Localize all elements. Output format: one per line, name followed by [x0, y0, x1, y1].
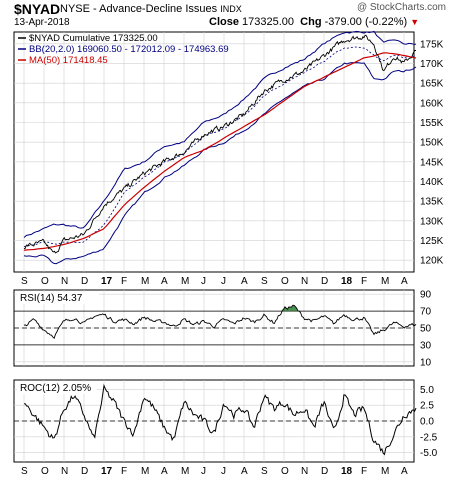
price-y-tick-label: 130K [420, 216, 444, 227]
roc-x-tick-label: A [161, 466, 168, 477]
roc-x-tick-label: J [221, 466, 226, 477]
price-x-tick-label: N [301, 276, 308, 287]
close-value: 173325.00 [242, 16, 295, 28]
roc-x-tick-label: N [61, 466, 68, 477]
roc-panel: 5.0 2.5 0.0 -2.5 -5.0 ROC(12) 2.05% [13, 379, 438, 463]
rsi-panel: 90 70 50 30 10 RSI(14) 54.37 [13, 289, 432, 368]
price-y-tick-label: 135K [420, 197, 444, 208]
price-y-tick-label: 140K [420, 177, 444, 188]
roc-x-tick-label: D [81, 466, 88, 477]
legend-entry: BB(20,2.0) 169060.50 - 172012.09 - 17496… [29, 44, 229, 55]
rsi-y-tick-label: 90 [420, 290, 432, 301]
roc-label: ROC(12) 2.05% [20, 383, 91, 394]
roc-x-tick-label: 18 [341, 466, 353, 477]
roc-y-tick-label: 2.5 [420, 401, 434, 412]
price-x-tick-label: A [401, 276, 408, 287]
price-x-tick-label: J [201, 276, 206, 287]
price-x-tick-label: O [281, 276, 289, 287]
roc-x-tick-label: M [381, 466, 389, 477]
close-label: Close [209, 16, 239, 28]
ma50-line [23, 52, 417, 251]
roc-x-tick-label: M [181, 466, 189, 477]
price-x-axis: S O N D 17 F M A M J J A S O N D 18 F M A [21, 276, 408, 287]
roc-x-tick-label: F [361, 466, 367, 477]
price-x-tick-label: O [41, 276, 49, 287]
price-x-tick-label: M [141, 276, 149, 287]
rsi-y-tick-label: 50 [420, 324, 432, 335]
price-x-tick-label: 18 [341, 276, 353, 287]
price-y-tick-label: 175K [420, 39, 444, 50]
roc-x-tick-label: F [121, 466, 127, 477]
chg-down-arrow-icon: ▼ [410, 17, 420, 27]
price-x-tick-label: A [161, 276, 168, 287]
roc-y-tick-label: -2.5 [420, 432, 438, 443]
roc-x-axis: S O N D 17 F M A M J J A S O N D 18 F M A [21, 466, 408, 477]
roc-line [23, 383, 417, 456]
price-x-tick-label: A [241, 276, 248, 287]
roc-x-tick-label: S [21, 466, 28, 477]
price-y-tick-label: 120K [420, 256, 444, 267]
price-x-tick-label: D [81, 276, 88, 287]
price-x-tick-label: J [221, 276, 226, 287]
roc-label-bg [17, 382, 97, 394]
roc-x-tick-label: A [401, 466, 408, 477]
watermark: @ StockCharts.com [356, 2, 446, 13]
price-x-tick-label: F [361, 276, 367, 287]
roc-x-tick-label: M [141, 466, 149, 477]
price-x-tick-label: S [21, 276, 28, 287]
rsi-y-tick-label: 70 [420, 307, 432, 318]
chart-exchange: INDX [220, 4, 242, 14]
bb-lower-line [23, 62, 417, 265]
legend-entry: MA(50) 171418.45 [29, 55, 108, 66]
rsi-y-tick-label: 10 [420, 357, 432, 368]
roc-x-tick-label: N [301, 466, 308, 477]
rsi-overbought-fill [282, 305, 298, 312]
price-y-tick-label: 125K [420, 236, 444, 247]
roc-x-tick-label: O [41, 466, 49, 477]
legend-entry: $NYAD Cumulative 173325.00 [29, 33, 158, 44]
chart-description: NYSE - Advance-Decline Issues INDX [60, 3, 242, 15]
chart-date: 13-Apr-2018 [14, 17, 70, 28]
chart-description-text: NYSE - Advance-Decline Issues [60, 3, 218, 15]
cumulative-line [23, 34, 417, 254]
chart-symbol: $NYAD [14, 1, 61, 17]
rsi-y-tick-label: 30 [420, 340, 432, 351]
price-y-tick-label: 170K [420, 59, 444, 70]
price-x-tick-label: M [381, 276, 389, 287]
roc-x-tick-label: D [321, 466, 328, 477]
price-y-tick-label: 165K [420, 79, 444, 90]
price-x-tick-label: 17 [101, 276, 113, 287]
roc-x-tick-label: J [201, 466, 206, 477]
roc-y-tick-label: -5.0 [420, 448, 438, 459]
roc-x-tick-label: S [261, 466, 268, 477]
price-y-tick-label: 145K [420, 157, 444, 168]
roc-x-tick-label: O [281, 466, 289, 477]
price-frame [13, 31, 415, 273]
price-x-tick-label: N [61, 276, 68, 287]
rsi-label-bg [17, 292, 99, 304]
price-y-tick-label: 150K [420, 138, 444, 149]
bb-middle-line [23, 46, 417, 248]
roc-x-tick-label: A [241, 466, 248, 477]
price-y-tick-label: 155K [420, 118, 444, 129]
rsi-label: RSI(14) 54.37 [20, 293, 83, 304]
rsi-line [23, 304, 417, 339]
price-x-tick-label: F [121, 276, 127, 287]
price-panel: 175K 170K 165K 160K 155K 150K 145K 140K 135K 130K… [13, 30, 444, 273]
price-x-tick-label: M [181, 276, 189, 287]
roc-y-tick-label: 0.0 [420, 417, 434, 428]
roc-x-tick-label: 17 [101, 466, 113, 477]
bb-upper-line [23, 30, 417, 238]
chg-label: Chg [300, 16, 322, 28]
roc-y-tick-label: 5.0 [420, 385, 434, 396]
chg-value: -379.00 (-0.22%) [324, 16, 408, 28]
price-x-tick-label: D [321, 276, 328, 287]
close-readout: Close 173325.00 Chg -379.00 (-0.22%) ▼ [209, 16, 419, 28]
price-y-tick-label: 160K [420, 98, 444, 109]
price-x-tick-label: S [261, 276, 268, 287]
